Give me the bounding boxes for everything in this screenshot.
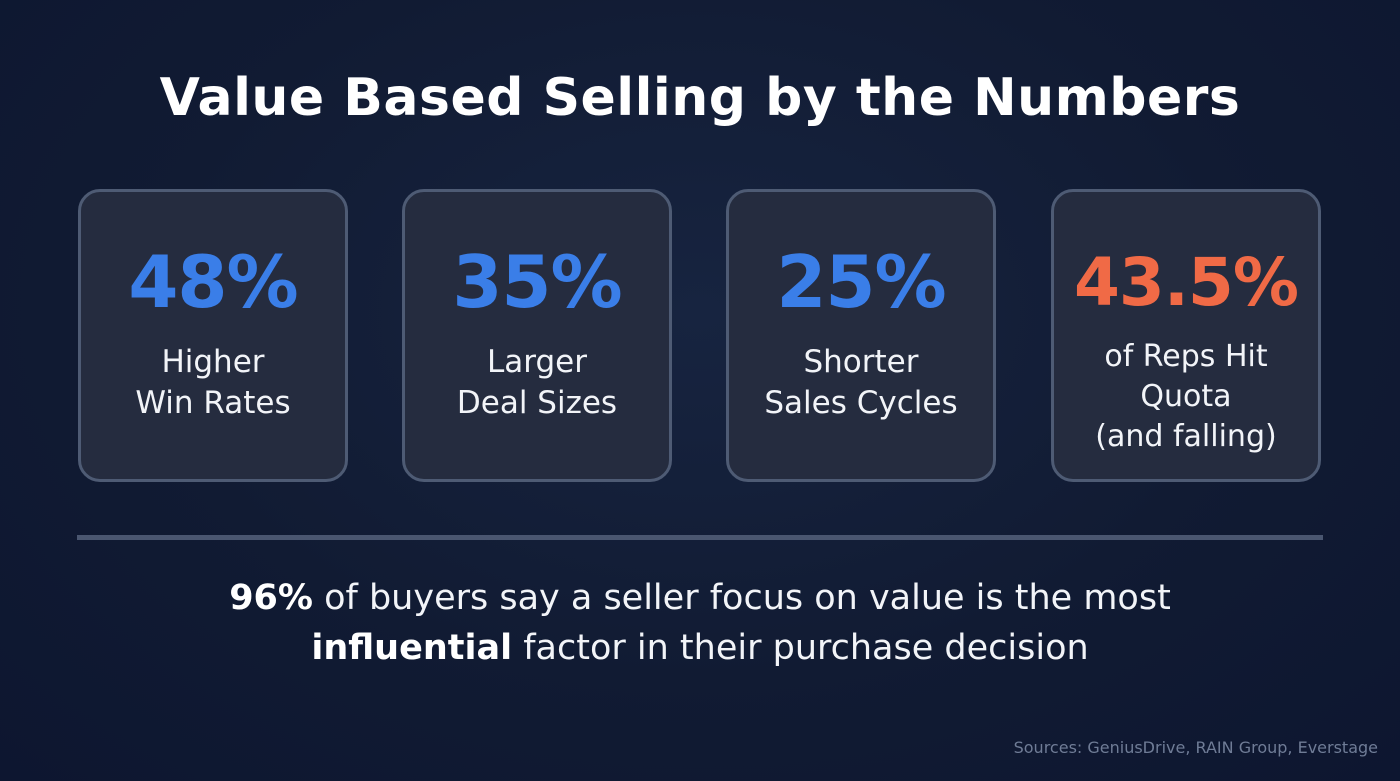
headline-text-1: of buyers say a seller focus on value is… <box>312 578 1171 618</box>
stat-label: Higher Win Rates <box>135 344 291 421</box>
stat-value: 25% <box>776 240 946 324</box>
stat-label: Shorter Sales Cycles <box>764 344 958 421</box>
stat-card-quota: 43.5% of Reps Hit Quota (and falling) <box>1051 189 1321 482</box>
headline-text-2: factor in their purchase decision <box>512 628 1089 668</box>
stat-card-win-rates: 48% Higher Win Rates <box>78 189 348 482</box>
stat-label: Larger Deal Sizes <box>456 344 618 421</box>
headline-bold-stat: 96% <box>229 578 313 618</box>
stat-label: of Reps Hit Quota (and falling) <box>1095 339 1277 454</box>
stat-value: 43.5% <box>1074 244 1299 321</box>
page-title: Value Based Selling by the Numbers <box>159 68 1241 128</box>
stat-card-sales-cycles: 25% Shorter Sales Cycles <box>726 189 996 482</box>
stat-value: 35% <box>452 240 622 324</box>
stat-card-deal-sizes: 35% Larger Deal Sizes <box>402 189 672 482</box>
sources-citation: Sources: GeniusDrive, RAIN Group, Everst… <box>1013 738 1378 757</box>
stat-value: 48% <box>128 240 298 324</box>
headline-bold-word: influential <box>311 628 513 668</box>
headline-statement: 96% of buyers say a seller focus on valu… <box>0 573 1400 673</box>
divider <box>77 535 1323 540</box>
